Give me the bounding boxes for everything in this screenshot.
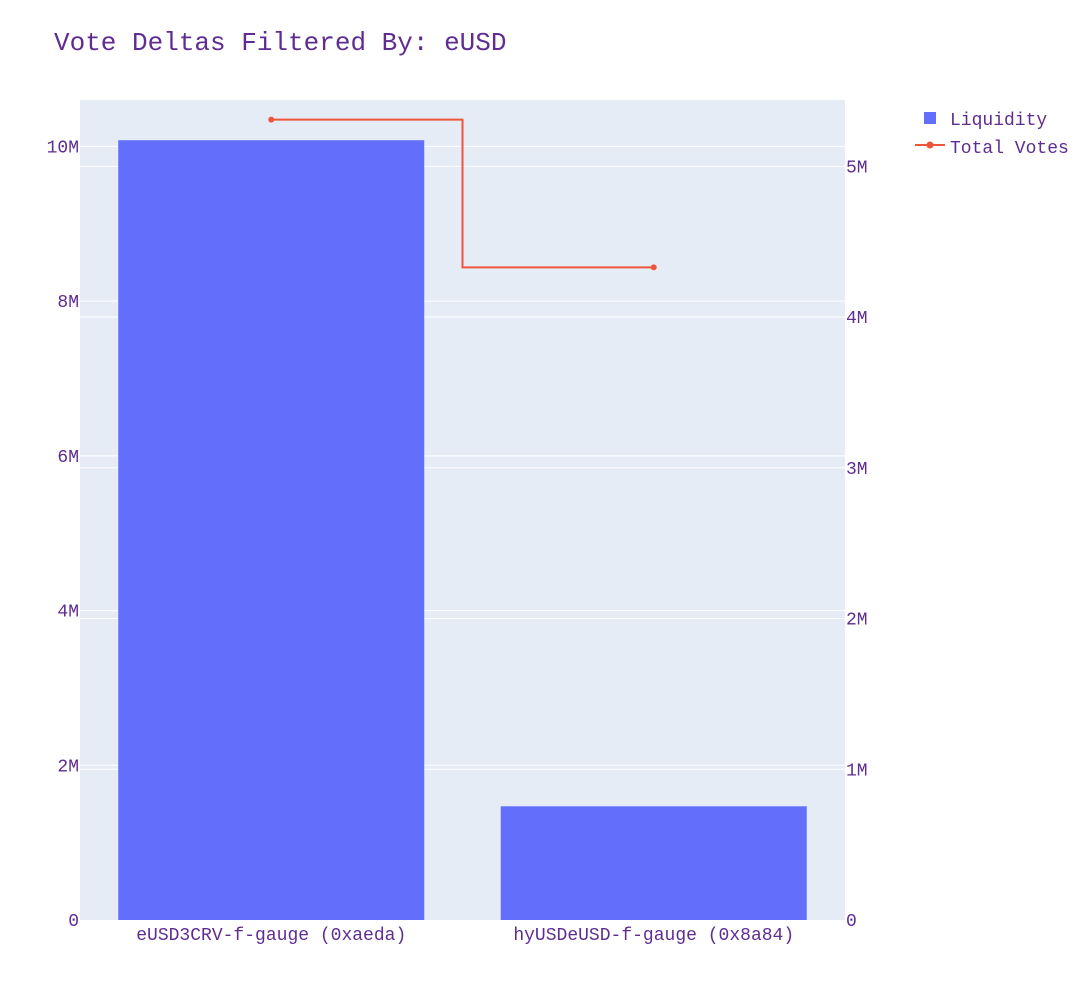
- legend[interactable]: Liquidity Total Votes: [915, 111, 1069, 159]
- right-tick-label: 3M: [846, 460, 868, 480]
- line-point[interactable]: [268, 116, 275, 123]
- line-path: [271, 118, 654, 269]
- x-tick-label: hyUSDeUSD-f-gauge (0x8a84): [513, 926, 794, 946]
- legend-item-liquidity[interactable]: Liquidity: [924, 111, 1047, 131]
- chart-title: Vote Deltas Filtered By: eUSD: [54, 28, 506, 58]
- right-axis-ticks: 0 1M 2M 3M 4M 5M: [846, 158, 868, 932]
- right-tick-label: 4M: [846, 309, 868, 329]
- left-tick-label: 4M: [57, 603, 79, 623]
- left-tick-label: 8M: [57, 293, 79, 313]
- left-axis-ticks: 0 2M 4M 6M 8M 10M: [47, 138, 79, 932]
- left-tick-label: 6M: [57, 448, 79, 468]
- legend-item-total-votes[interactable]: Total Votes: [915, 139, 1069, 159]
- x-axis-ticks: eUSD3CRV-f-gauge (0xaeda) hyUSDeUSD-f-gau…: [136, 926, 794, 946]
- right-tick-label: 5M: [846, 158, 868, 178]
- x-tick-label: eUSD3CRV-f-gauge (0xaeda): [136, 926, 406, 946]
- line-point[interactable]: [650, 264, 657, 271]
- left-tick-label: 0: [68, 912, 79, 932]
- line-series-total-votes: [268, 116, 657, 271]
- right-tick-label: 0: [846, 912, 857, 932]
- legend-marker-total-votes: [926, 141, 934, 149]
- right-tick-label: 1M: [846, 761, 868, 781]
- legend-swatch-liquidity: [924, 112, 936, 124]
- bar-series-liquidity: [118, 140, 807, 920]
- left-tick-label: 2M: [57, 757, 79, 777]
- bar[interactable]: [118, 140, 425, 920]
- bar[interactable]: [500, 806, 807, 920]
- left-tick-label: 10M: [47, 138, 79, 158]
- right-tick-label: 2M: [846, 611, 868, 631]
- legend-label-liquidity: Liquidity: [950, 111, 1047, 131]
- legend-label-total-votes: Total Votes: [950, 139, 1069, 159]
